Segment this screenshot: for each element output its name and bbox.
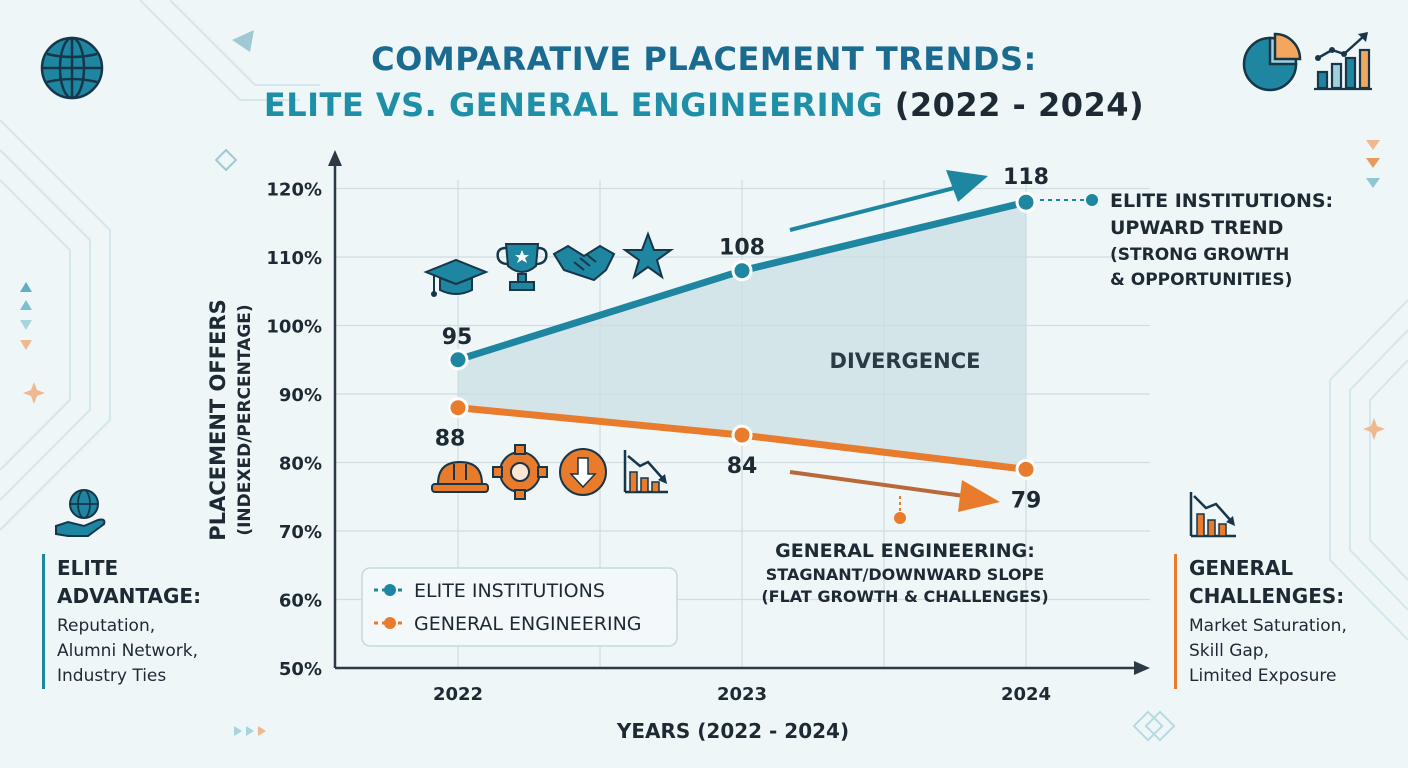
title-line-1: COMPARATIVE PLACEMENT TRENDS: <box>371 40 1037 78</box>
y-axis-title-line-1: PLACEMENT OFFERS <box>206 299 230 540</box>
y-tick-label: 110% <box>266 248 322 269</box>
data-label-elite: 118 <box>1003 165 1049 190</box>
elite-advantage-item: Alumni Network, <box>57 641 198 661</box>
x-axis-title: YEARS (2022 - 2024) <box>616 719 849 743</box>
y-tick-label: 60% <box>279 591 322 612</box>
elite-advantage-heading-1: ELITE <box>57 556 119 580</box>
x-axis-arrow <box>1134 661 1150 675</box>
elite-trend-arrow <box>789 170 988 232</box>
data-labels: 95 108 118 88 84 79 <box>435 165 1049 513</box>
elite-advantage-heading-2: ADVANTAGE: <box>57 584 202 608</box>
deco-triangle <box>232 30 254 52</box>
data-point-elite[interactable] <box>447 349 469 371</box>
y-tick-label: 50% <box>279 659 322 680</box>
title-line-2: ELITE VS. GENERAL ENGINEERING <box>263 86 884 124</box>
y-axis-arrow <box>328 150 342 166</box>
general-challenges-heading-1: GENERAL <box>1189 556 1294 580</box>
declining-chart-icon <box>1189 492 1236 538</box>
page-title: COMPARATIVE PLACEMENT TRENDS: ELITE VS. … <box>0 36 1408 128</box>
y-tick-label: 100% <box>266 317 322 338</box>
legend-label-elite: ELITE INSTITUTIONS <box>414 580 605 602</box>
divergence-shaded-area <box>458 202 1026 470</box>
declining-chart-icon <box>623 450 668 494</box>
data-label-general: 84 <box>727 454 758 479</box>
general-trend-arrow <box>789 470 1000 512</box>
general-annotation-sub-2: (FLAT GROWTH & CHALLENGES) <box>761 587 1049 606</box>
elite-annotation-sub-2: & OPPORTUNITIES) <box>1110 270 1293 290</box>
y-tick-label: 90% <box>279 385 322 406</box>
data-point-general[interactable] <box>731 424 753 446</box>
series-layer <box>447 191 1037 480</box>
general-connector-dot <box>894 512 906 524</box>
elite-advantage-item: Reputation, <box>57 616 156 636</box>
y-tick-label: 70% <box>279 522 322 543</box>
data-point-general[interactable] <box>1015 458 1037 480</box>
y-tick-labels: 50% 60% 70% 80% 90% 100% 110% 120% <box>266 180 322 681</box>
data-point-elite[interactable] <box>1015 191 1037 213</box>
trophy-icon <box>496 243 548 291</box>
down-arrow-circle-icon <box>559 448 607 496</box>
star-icon <box>621 231 675 280</box>
handshake-icon <box>552 244 616 282</box>
general-challenges-item: Skill Gap, <box>1189 641 1269 661</box>
y-tick-label: 120% <box>266 180 322 201</box>
elite-annotation-heading-2: UPWARD TREND <box>1110 217 1284 239</box>
data-label-general: 88 <box>435 427 466 452</box>
elite-connector-dot <box>1086 194 1098 206</box>
elite-advantage-item: Industry Ties <box>57 666 167 686</box>
y-axis-title-line-2: (INDEXED/PERCENTAGE) <box>235 304 255 535</box>
general-challenges-heading-2: CHALLENGES: <box>1189 584 1345 608</box>
general-challenges-item: Market Saturation, <box>1189 616 1347 636</box>
general-trend-annotation: GENERAL ENGINEERING: STAGNANT/DOWNWARD S… <box>730 538 1080 608</box>
globe-hand-icon <box>55 489 106 537</box>
globe-icon <box>40 36 104 100</box>
elite-advantage-panel: ELITE ADVANTAGE: Reputation, Alumni Netw… <box>42 554 257 689</box>
legend-item-general[interactable]: GENERAL ENGINEERING <box>374 613 642 635</box>
elite-trend-annotation: ELITE INSTITUTIONS: UPWARD TREND (STRONG… <box>1110 188 1400 292</box>
general-annotation-heading: GENERAL ENGINEERING: <box>775 540 1035 562</box>
data-point-general[interactable] <box>447 397 469 419</box>
elite-annotation-sub-1: (STRONG GROWTH <box>1110 245 1290 265</box>
data-label-general: 79 <box>1011 488 1042 513</box>
y-tick-label: 80% <box>279 454 322 475</box>
x-tick-label: 2022 <box>433 684 483 705</box>
data-label-elite: 108 <box>719 236 765 261</box>
general-challenges-item: Limited Exposure <box>1189 666 1337 686</box>
hard-hat-icon <box>431 460 489 493</box>
x-tick-label: 2023 <box>717 684 767 705</box>
data-label-elite: 95 <box>442 325 473 350</box>
legend-item-elite[interactable]: ELITE INSTITUTIONS <box>374 580 605 602</box>
general-challenges-panel: GENERAL CHALLENGES: Market Saturation, S… <box>1174 554 1408 689</box>
bar-chart-up-icon <box>1314 32 1372 91</box>
legend-label-general: GENERAL ENGINEERING <box>414 613 642 635</box>
elite-annotation-heading-1: ELITE INSTITUTIONS: <box>1110 190 1334 212</box>
data-point-elite[interactable] <box>731 260 753 282</box>
title-years: (2022 - 2024) <box>894 86 1145 124</box>
graduation-cap-icon <box>423 258 489 297</box>
pie-chart-icon <box>1242 32 1302 92</box>
x-tick-label: 2024 <box>1001 684 1051 705</box>
gear-icon <box>492 444 548 500</box>
general-annotation-sub-1: STAGNANT/DOWNWARD SLOPE <box>765 565 1045 584</box>
divergence-label: DIVERGENCE <box>830 349 981 373</box>
x-tick-labels: 2022 2023 2024 <box>433 684 1051 705</box>
chart-legend: ELITE INSTITUTIONS GENERAL ENGINEERING <box>361 567 678 647</box>
